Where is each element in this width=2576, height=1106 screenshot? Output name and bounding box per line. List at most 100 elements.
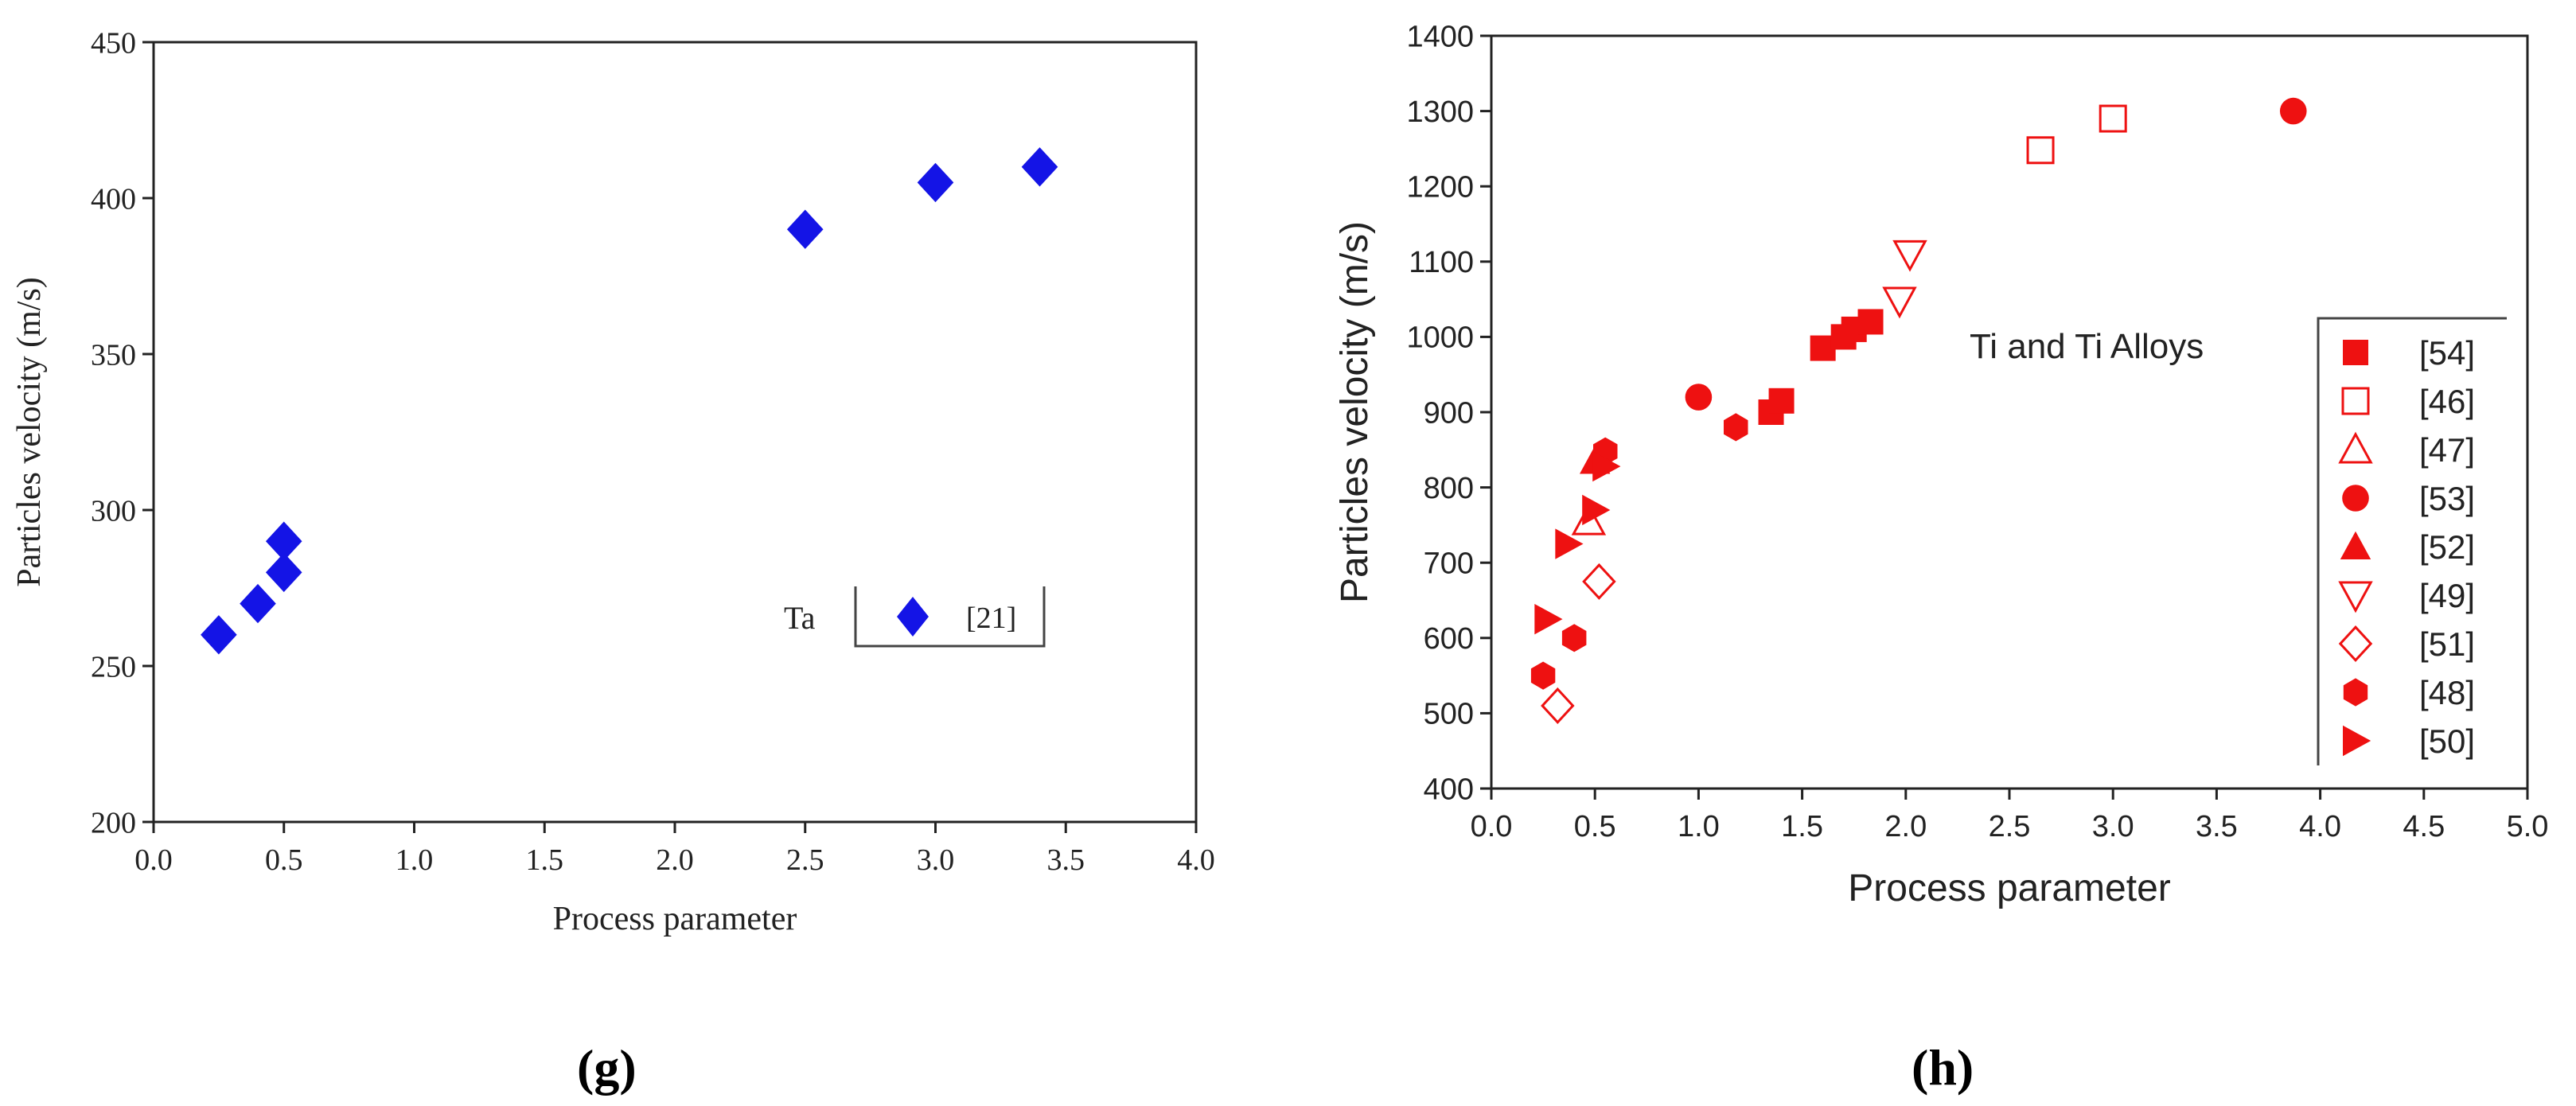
h-x-tick-label: 4.5 [2403,810,2445,843]
h-x-tick-label: 4.0 [2299,810,2341,843]
h-y-tick-label: 900 [1424,396,1474,430]
chart-h-point [1541,687,1575,724]
h-y-tick-label: 1200 [1406,171,1474,204]
chart-h-legend-marker [2338,581,2373,613]
chart-h-x-axis-label: Process parameter [1848,867,2171,909]
h-x-tick-label: 3.5 [2196,810,2238,843]
h-x-tick-label: 0.5 [1574,810,1616,843]
h-x-tick-label: 3.0 [2092,810,2134,843]
g-x-tick-label: 0.0 [134,843,173,877]
chart-h-point [2099,104,2127,133]
h-y-tick-label: 600 [1424,622,1474,656]
h-x-tick-label: 1.0 [1678,810,1720,843]
chart-g-point [240,583,276,624]
chart-h-point [1555,528,1584,559]
chart-g-legend: Ta [21] [784,586,1046,648]
chart-g-point [201,615,237,655]
h-y-tick-label: 1100 [1409,246,1474,279]
g-y-tick-label: 400 [91,182,136,216]
chart-g-point [265,552,302,593]
g-y-tick-label: 200 [91,806,136,839]
chart-h: 400 500 600 700 800 900 1000 1100 1200 1300 1400 0… [1334,20,2548,909]
chart-h-y-axis-label: Particles velocity (m/s) [1334,221,1376,603]
chart-h-legend-label: [48] [2419,674,2475,711]
chart-g-legend-frame [854,586,1046,648]
chart-h-legend-marker [2342,485,2369,512]
chart-h-legend-label: [54] [2419,334,2475,372]
h-x-tick-label: 0.0 [1471,810,1513,843]
g-x-tick-label: 2.0 [656,843,694,877]
h-y-tick-label: 700 [1424,547,1474,581]
caption-g: (g) [577,1039,637,1096]
h-x-tick-label: 2.5 [1989,810,2031,843]
chart-h-point [1561,624,1587,652]
chart-h-legend-frame [2317,317,2507,765]
chart-g-legend-title: Ta [784,600,816,636]
chart-h-legend-label: [53] [2419,480,2475,517]
chart-h-legend-label: [52] [2419,528,2475,566]
g-y-tick-label: 450 [91,26,136,60]
chart-h-legend-marker [2338,431,2373,464]
chart-h-legend-marker [2343,678,2368,707]
g-x-tick-label: 1.0 [396,843,434,877]
chart-h-point [1857,309,1884,335]
chart-h-legend-label: [51] [2419,625,2475,663]
chart-h-point [1571,503,1607,535]
h-y-tick-label: 500 [1424,698,1474,731]
chart-h-legend-label: [47] [2419,431,2475,469]
chart-h-legend-label: [50] [2419,722,2475,760]
chart-h-point [1534,603,1563,635]
chart-h-legend-marker [2341,387,2370,415]
h-x-tick-label: 2.0 [1884,810,1927,843]
chart-h-x-ticks: 0.0 0.5 1.0 1.5 2.0 2.5 3.0 3.5 4.0 4.5 5.0 [1471,789,2549,843]
caption-h: (h) [1912,1039,1974,1096]
chart-h-point [1582,563,1616,600]
g-x-tick-label: 4.0 [1177,843,1215,877]
h-x-tick-label: 1.5 [1781,810,1823,843]
chart-h-point [2026,136,2055,165]
h-y-tick-label: 800 [1424,472,1474,505]
chart-h-point [1892,240,1927,272]
chart-g-x-axis-label: Process parameter [553,901,797,937]
h-y-tick-label: 1300 [1406,95,1474,129]
g-y-tick-label: 350 [91,338,136,372]
chart-g-point [1021,147,1058,187]
chart-h-points [1530,97,2307,724]
g-x-tick-label: 3.0 [917,843,955,877]
chart-g-legend-marker [897,597,929,637]
chart-h-point [1582,494,1611,526]
chart-g-y-axis-label: Particles velocity (m/s) [11,277,48,587]
g-x-tick-label: 3.5 [1047,843,1085,877]
chart-h-legend-marker [2338,625,2373,663]
chart-g-legend-label: [21] [966,602,1016,635]
g-x-tick-label: 2.5 [786,843,824,877]
chart-g-points [201,147,1058,655]
chart-h-legend-marker [2343,340,2368,365]
chart-h-point [2279,97,2307,125]
chart-h-annotation: Ti and Ti Alloys [1970,327,2204,366]
chart-h-point [1592,450,1621,482]
chart-h-legend: [54] [46] [47] [53] [52] [49] [51] [48] [50] [2317,317,2507,765]
chart-h-legend-marker [2343,725,2371,757]
chart-h-point [1685,384,1713,411]
h-y-tick-label: 1400 [1406,20,1474,53]
chart-h-point [1530,661,1556,690]
g-y-tick-label: 250 [91,650,136,683]
g-x-tick-label: 1.5 [526,843,564,877]
chart-h-legend-label: [49] [2419,577,2475,614]
chart-h-point [1882,286,1917,319]
g-y-tick-label: 300 [91,494,136,528]
h-x-tick-label: 5.0 [2507,810,2549,843]
chart-h-y-ticks: 400 500 600 700 800 900 1000 1100 1200 1300 1400 [1406,20,1491,806]
g-x-tick-label: 0.5 [265,843,303,877]
chart-g-point [917,162,954,203]
chart-g-y-ticks: 200 250 300 350 400 450 [91,26,154,839]
chart-h-point [1768,387,1795,414]
h-y-tick-label: 400 [1424,773,1474,806]
chart-g-x-ticks: 0.0 0.5 1.0 1.5 2.0 2.5 3.0 3.5 4.0 [134,822,1215,877]
h-y-tick-label: 1000 [1406,321,1474,355]
chart-g-point [786,209,824,249]
chart-g-point [265,521,302,561]
chart-h-legend-marker [2340,531,2371,559]
